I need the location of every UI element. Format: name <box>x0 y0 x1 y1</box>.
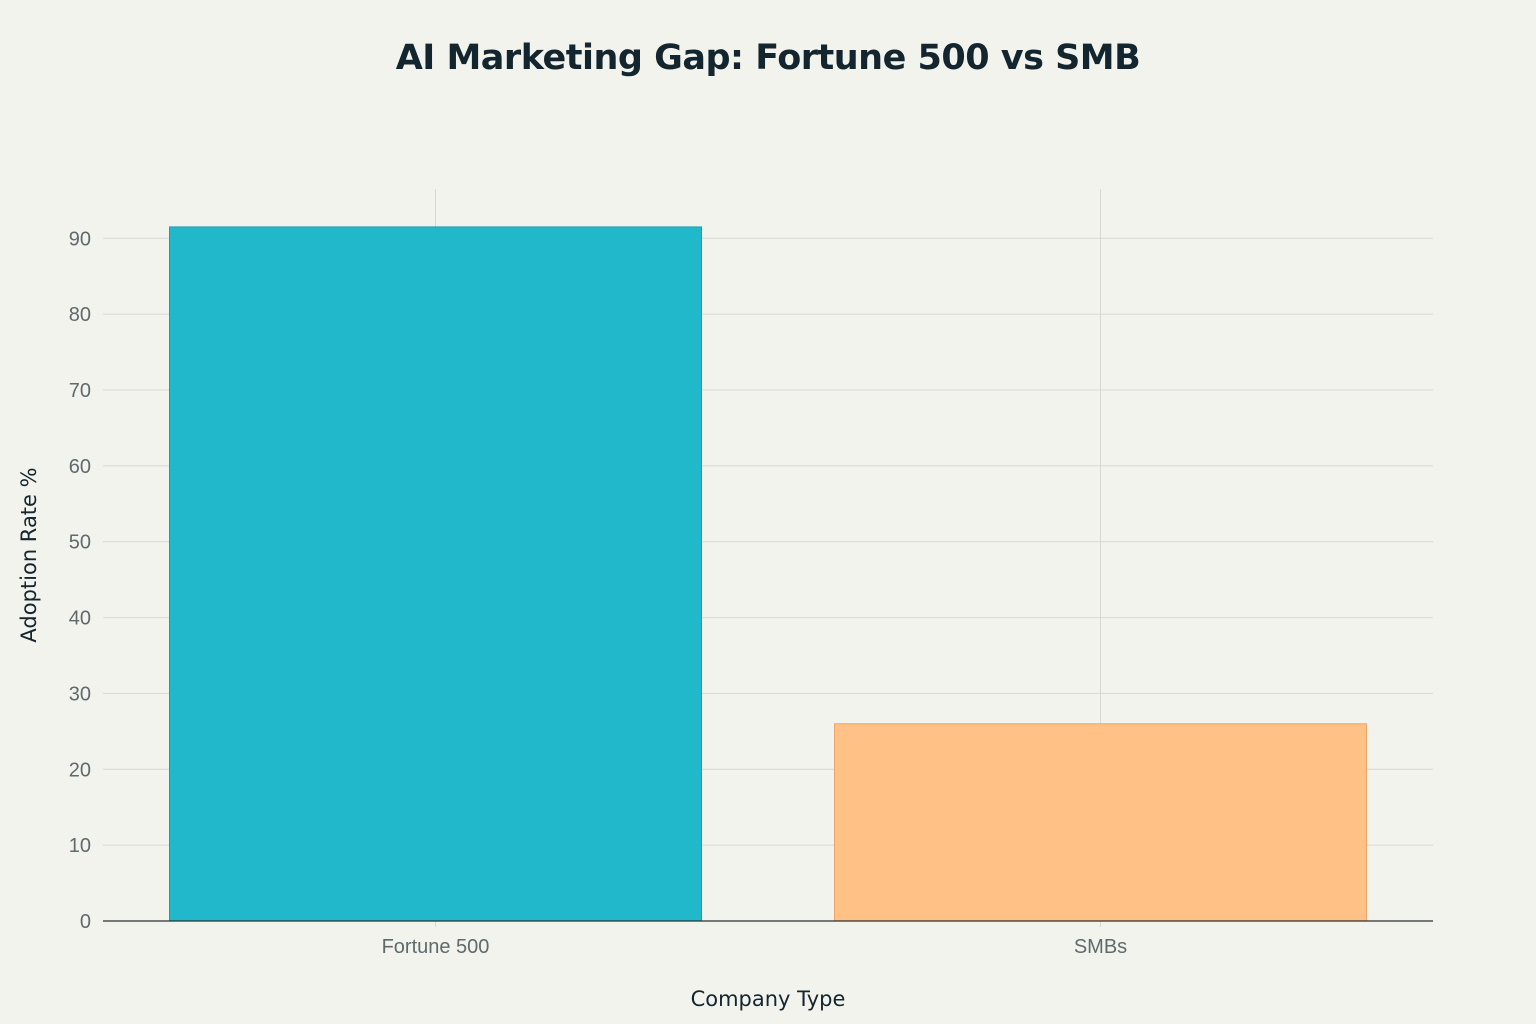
x-tick-label: SMBs <box>1074 936 1127 958</box>
y-tick-label: 50 <box>69 532 91 554</box>
y-tick-label: 80 <box>69 304 91 326</box>
bar-smbs <box>834 723 1367 922</box>
y-tick-label: 70 <box>69 380 91 402</box>
axes: 0 10 20 30 40 50 60 70 80 90 Fortune 500 SMBs <box>69 228 1433 958</box>
y-tick-label: 40 <box>69 608 91 630</box>
y-tick-label: 0 <box>80 911 91 933</box>
y-tick-label: 10 <box>69 835 91 857</box>
y-tick-label: 90 <box>69 228 91 250</box>
y-tick-label: 20 <box>69 759 91 781</box>
chart-title: AI Marketing Gap: Fortune 500 vs SMB <box>395 38 1141 78</box>
y-tick-label: 30 <box>69 683 91 705</box>
bars <box>169 226 1367 922</box>
y-axis-title: Adoption Rate % <box>17 467 41 642</box>
x-axis-title: Company Type <box>691 987 846 1011</box>
x-tick-label: Fortune 500 <box>382 936 490 958</box>
bar-fortune-500 <box>169 226 702 922</box>
y-tick-label: 60 <box>69 456 91 478</box>
